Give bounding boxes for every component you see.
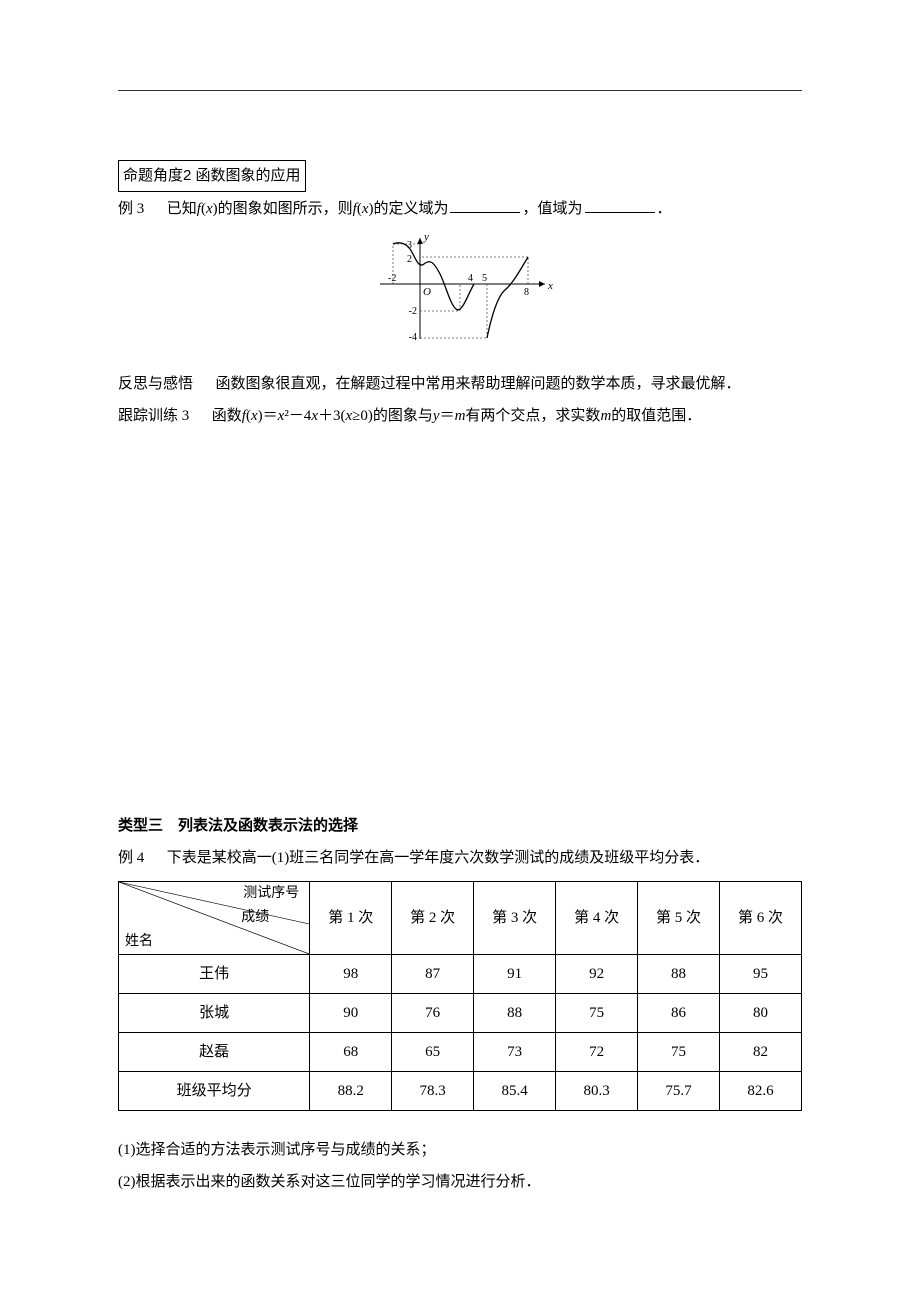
cell: 75 xyxy=(638,1033,720,1072)
blank-range[interactable] xyxy=(585,198,655,213)
x-axis-label: x xyxy=(547,280,553,292)
cell: 80.3 xyxy=(556,1072,638,1111)
diagonal-header: 测试序号 成绩 姓名 xyxy=(119,882,310,955)
cell: 78.3 xyxy=(392,1072,474,1111)
cell: 92 xyxy=(556,955,638,994)
tk3-m2: m xyxy=(600,408,611,424)
ex3-x: x xyxy=(206,201,213,217)
tk3-m: m xyxy=(455,408,466,424)
tk3-t6: ≥0)的图象与 xyxy=(352,408,433,424)
origin-label: O xyxy=(423,286,431,298)
row-h2: 张城 xyxy=(119,994,310,1033)
angle2-boxed-title: 命题角度2 函数图象的应用 xyxy=(118,160,306,192)
cell: 86 xyxy=(638,994,720,1033)
col-h4: 第 4 次 xyxy=(556,882,638,955)
cell: 65 xyxy=(392,1033,474,1072)
tk3-y: y xyxy=(433,408,440,424)
xt-8: 8 xyxy=(524,287,529,298)
tk3-t1: 函数 xyxy=(212,408,242,424)
col-h6: 第 6 次 xyxy=(720,882,802,955)
tk3-t3: )＝ xyxy=(258,408,278,424)
ex3-t6: ，值域为 xyxy=(522,201,582,217)
page-top-rule xyxy=(118,90,802,91)
xt-4: 4 xyxy=(468,273,473,284)
tk3-t4: ²－4 xyxy=(284,408,311,424)
cell: 82.6 xyxy=(720,1072,802,1111)
blank-domain[interactable] xyxy=(450,198,520,213)
tk3-t7: ＝ xyxy=(440,408,455,424)
cell: 75 xyxy=(556,994,638,1033)
question-list: (1)选择合适的方法表示测试序号与成绩的关系； (2)根据表示出来的函数关系对这… xyxy=(118,1135,802,1197)
reflect-text: 函数图象很直观，在解题过程中常用来帮助理解问题的数学本质，寻求最优解． xyxy=(216,376,741,392)
ex3-t1: 已知 xyxy=(167,201,197,217)
track-train-3: 跟踪训练 3 函数f(x)＝x²－4x＋3(x≥0)的图象与y＝m有两个交点，求… xyxy=(118,401,802,431)
row-h3: 赵磊 xyxy=(119,1033,310,1072)
yt-neg2: -2 xyxy=(409,306,417,317)
page-content: 命题角度2 函数图象的应用 例 3 已知f(x)的图象如图所示，则f(x)的定义… xyxy=(118,160,802,1197)
tk3-t8: 有两个交点，求实数 xyxy=(465,408,600,424)
tk3-t5: ＋3( xyxy=(318,408,346,424)
table-row: 班级平均分 88.2 78.3 85.4 80.3 75.7 82.6 xyxy=(119,1072,802,1111)
cell: 88 xyxy=(474,994,556,1033)
ex3-t5: )的定义域为 xyxy=(368,201,448,217)
tk3-x3: x xyxy=(311,408,318,424)
score-table: 测试序号 成绩 姓名 第 1 次 第 2 次 第 3 次 第 4 次 第 5 次… xyxy=(118,881,802,1111)
col-h5: 第 5 次 xyxy=(638,882,720,955)
type3-title: 类型三 列表法及函数表示法的选择 xyxy=(118,811,802,841)
col-h1: 第 1 次 xyxy=(310,882,392,955)
cell: 91 xyxy=(474,955,556,994)
example-4: 例 4 下表是某校高一(1)班三名同学在高一学年度六次数学测试的成绩及班级平均分… xyxy=(118,843,802,873)
track3-label: 跟踪训练 3 xyxy=(118,408,189,424)
cell: 88.2 xyxy=(310,1072,392,1111)
cell: 90 xyxy=(310,994,392,1033)
ex3-t3: )的图象如图所示，则 xyxy=(213,201,353,217)
cell: 87 xyxy=(392,955,474,994)
reflection: 反思与感悟 函数图象很直观，在解题过程中常用来帮助理解问题的数学本质，寻求最优解… xyxy=(118,369,802,399)
y-axis-label: y xyxy=(423,232,429,243)
tk3-t9: 的取值范围． xyxy=(611,408,701,424)
cell: 73 xyxy=(474,1033,556,1072)
ex4-label: 例 4 xyxy=(118,850,144,866)
col-h3: 第 3 次 xyxy=(474,882,556,955)
function-graph: x y O -2 4 5 8 3 2 -2 -4 xyxy=(350,232,570,352)
cell: 80 xyxy=(720,994,802,1033)
xt-5: 5 xyxy=(482,273,487,284)
row-h1: 王伟 xyxy=(119,955,310,994)
cell: 75.7 xyxy=(638,1072,720,1111)
reflect-label: 反思与感悟 xyxy=(118,375,193,392)
tk3-x: x xyxy=(251,408,258,424)
table-row: 张城 90 76 88 75 86 80 xyxy=(119,994,802,1033)
diag-top: 测试序号 xyxy=(243,886,299,903)
diag-bottom: 姓名 xyxy=(125,934,153,951)
ex3-t7: ． xyxy=(657,201,672,217)
row-h4: 班级平均分 xyxy=(119,1072,310,1111)
example-3: 例 3 已知f(x)的图象如图所示，则f(x)的定义域为，值域为． xyxy=(118,194,802,224)
cell: 68 xyxy=(310,1033,392,1072)
table-row: 王伟 98 87 91 92 88 95 xyxy=(119,955,802,994)
cell: 82 xyxy=(720,1033,802,1072)
yt-neg4: -4 xyxy=(409,332,417,343)
ex3-label: 例 3 xyxy=(118,201,144,217)
xt-neg2: -2 xyxy=(388,273,396,284)
ex4-text: 下表是某校高一(1)班三名同学在高一学年度六次数学测试的成绩及班级平均分表． xyxy=(167,850,710,866)
yt-2: 2 xyxy=(407,254,412,265)
question-1: (1)选择合适的方法表示测试序号与成绩的关系； xyxy=(118,1135,802,1165)
graph-container: x y O -2 4 5 8 3 2 -2 -4 xyxy=(118,232,802,363)
cell: 98 xyxy=(310,955,392,994)
cell: 88 xyxy=(638,955,720,994)
angle2-heading: 命题角度2 函数图象的应用 xyxy=(118,160,802,192)
col-h2: 第 2 次 xyxy=(392,882,474,955)
diag-mid: 成绩 xyxy=(241,910,269,927)
cell: 85.4 xyxy=(474,1072,556,1111)
cell: 95 xyxy=(720,955,802,994)
table-row: 赵磊 68 65 73 72 75 82 xyxy=(119,1033,802,1072)
cell: 76 xyxy=(392,994,474,1033)
table-header-row: 测试序号 成绩 姓名 第 1 次 第 2 次 第 3 次 第 4 次 第 5 次… xyxy=(119,882,802,955)
cell: 72 xyxy=(556,1033,638,1072)
question-2: (2)根据表示出来的函数关系对这三位同学的学习情况进行分析． xyxy=(118,1167,802,1197)
